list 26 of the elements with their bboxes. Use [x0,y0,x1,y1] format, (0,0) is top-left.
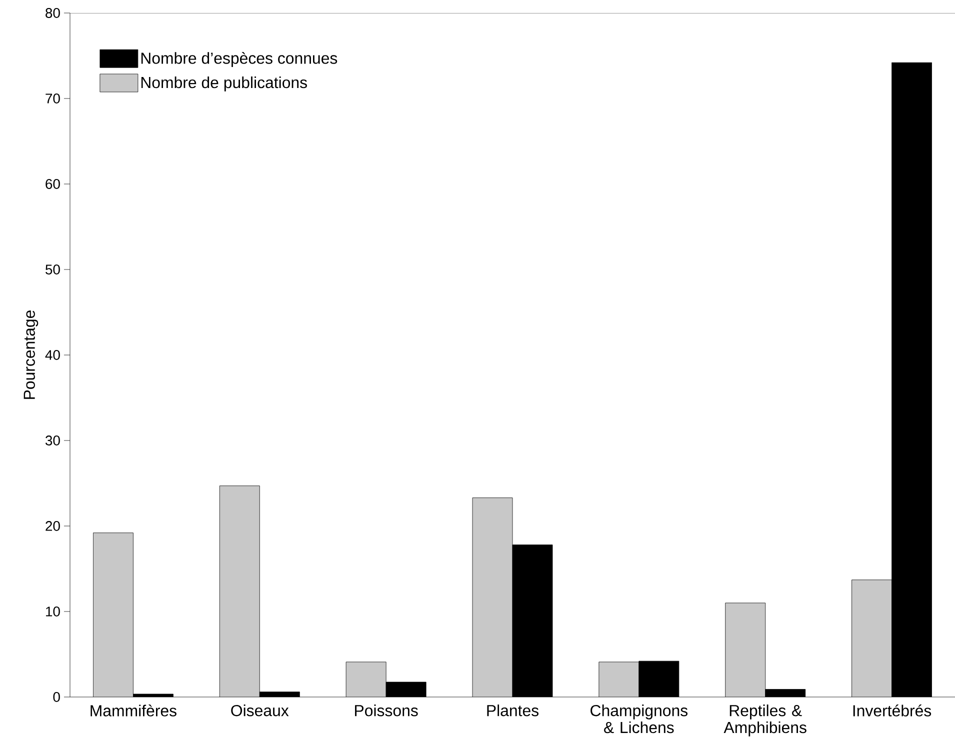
x-tick-label: Reptiles & Amphibiens [724,704,806,736]
x-tick-label: Oiseaux [231,704,289,716]
y-tick-label: 40 [45,350,60,360]
bar [93,532,134,697]
y-tick-label: 70 [46,94,60,104]
bar [725,602,766,697]
bar [598,662,639,697]
y-tick-label: 0 [53,692,60,702]
y-tick-label: 20 [46,521,60,531]
bar [346,662,386,697]
legend-label: Nombre de publications [141,76,307,92]
y-tick-label: 10 [46,606,60,616]
x-tick-label: Invertébrés [853,704,932,716]
y-tick-label: 80 [46,8,60,18]
legend-label: Nombre d’espèces connues [141,52,338,68]
y-tick-label: 30 [45,436,60,446]
bar [852,580,892,697]
x-tick-label: Plantes [487,704,538,716]
x-tick-label: Champignons & Lichens [590,704,688,734]
bar [472,498,512,697]
y-tick-label: 60 [46,179,60,189]
x-tick-label: Mammifères [90,704,176,716]
x-tick-label: Poissons [355,704,418,716]
y-axis-title: Pourcentage [24,310,38,399]
bar [220,486,260,697]
y-tick-label: 50 [46,264,60,274]
